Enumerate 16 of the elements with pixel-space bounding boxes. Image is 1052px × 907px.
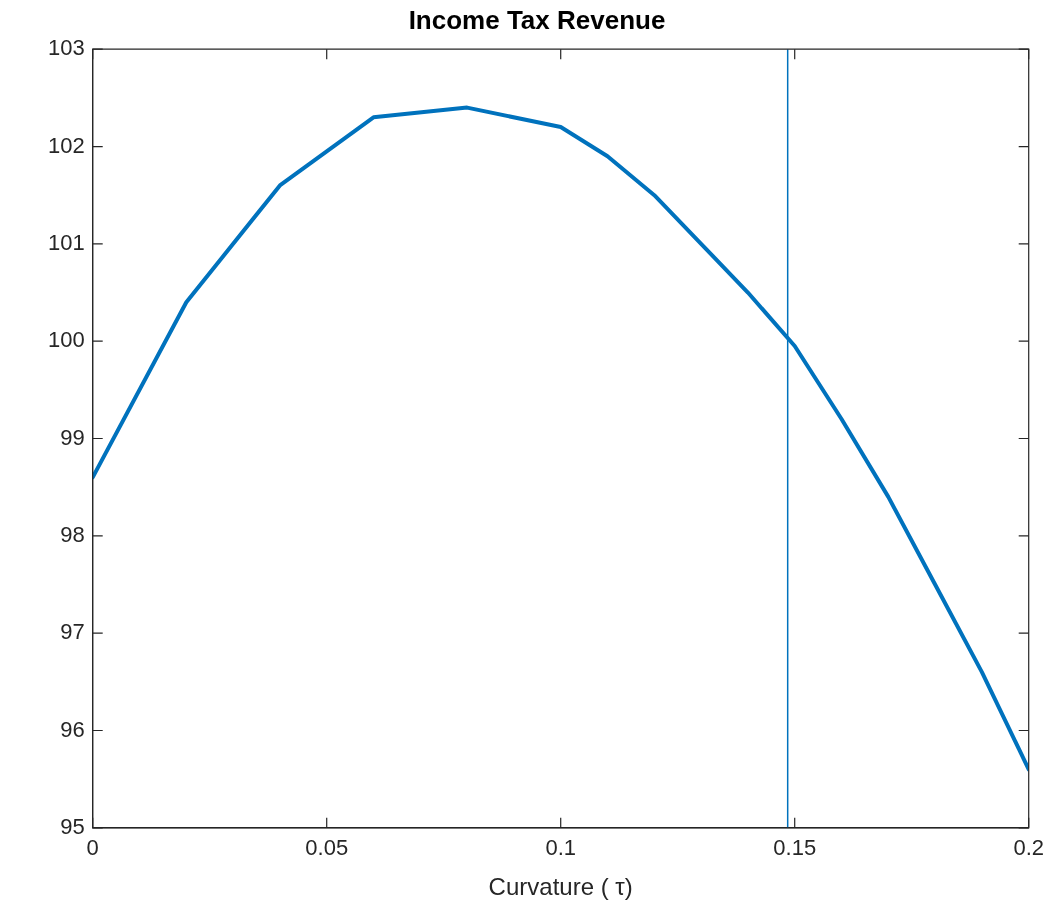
y-tick-label: 97 <box>60 619 85 645</box>
y-tick-label: 95 <box>60 813 85 839</box>
x-tick-label: 0.1 <box>545 835 576 861</box>
chart-title: Income Tax Revenue <box>408 4 666 35</box>
x-tick-label: 0.2 <box>1013 835 1045 861</box>
y-tick-label: 101 <box>47 229 85 255</box>
y-tick-label: 99 <box>60 424 85 450</box>
x-tick-label: 0.05 <box>305 835 349 861</box>
y-tick-label: 98 <box>60 521 85 547</box>
x-axis-title: Curvature ( τ) <box>488 873 633 901</box>
y-tick-label: 96 <box>60 716 85 742</box>
y-tick-label: 100 <box>47 327 85 353</box>
x-tick-label: 0 <box>86 835 99 861</box>
y-tick-label: 103 <box>47 35 85 61</box>
y-tick-label: 102 <box>47 132 85 158</box>
x-tick-label: 0.15 <box>773 835 817 861</box>
